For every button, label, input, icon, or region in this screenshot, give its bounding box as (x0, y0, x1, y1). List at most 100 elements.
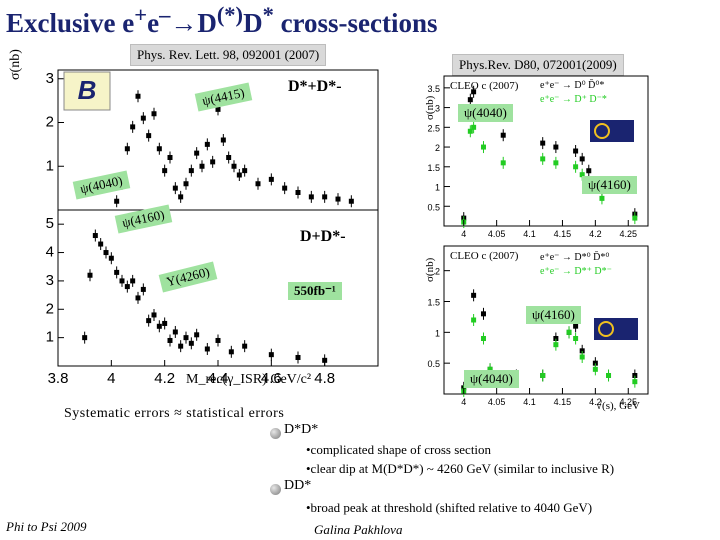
y-tick-label: 3 (435, 104, 440, 114)
bullet-d-dstar (270, 484, 281, 495)
title-d: D (243, 8, 263, 38)
y-tick-label: 1 (435, 183, 440, 193)
data-point (156, 323, 162, 329)
x-tick-label: 4.05 (488, 397, 506, 407)
title-sup-minus: – (159, 2, 171, 27)
data-point (151, 312, 157, 318)
data-point (295, 190, 301, 195)
data-point (467, 128, 473, 134)
y-tick-label: 2 (46, 114, 54, 131)
cleo-top-legend-b: e⁺e⁻ → D⁺ D⁻* (540, 94, 607, 105)
cleo-label-psi4160-top: ψ(4160) (582, 176, 637, 194)
data-point (471, 124, 477, 130)
cleo-bottom-legend-a: e⁺e⁻ → D*⁰ D̄*⁰ (540, 252, 610, 263)
data-point (194, 150, 200, 156)
data-point (480, 144, 486, 150)
cleo-bottom-y-axis-label: σ(nb) (424, 257, 436, 282)
data-point (348, 198, 354, 204)
data-point (167, 155, 173, 160)
data-point (124, 284, 130, 290)
cleo-top-points (461, 85, 638, 229)
data-point (194, 332, 200, 338)
title-tail: cross-sections (273, 8, 438, 38)
data-point (268, 352, 274, 358)
data-point (183, 335, 189, 341)
x-tick-label: 4 (107, 370, 115, 387)
cleo-bottom-title: CLEO c (2007) (450, 250, 519, 262)
bullet-dstar-dstar (270, 428, 281, 439)
cleo-bottom-yticks: 0.5 1 1.5 2 (427, 267, 450, 369)
y-tick-label: 2 (435, 267, 440, 277)
data-point (220, 137, 226, 143)
cleo-logo-bottom (594, 318, 638, 340)
data-point (322, 194, 328, 200)
data-point (156, 146, 162, 152)
data-point (540, 140, 546, 146)
data-point (255, 181, 261, 187)
data-point (183, 181, 189, 187)
systematic-note: Systematic errors ≈ statistical errors (64, 406, 285, 421)
data-point (632, 373, 638, 378)
data-point (335, 196, 341, 202)
belle-lower-points (82, 229, 328, 367)
cleo-logo-top (590, 120, 634, 142)
cleo-label-psi4160-bottom: ψ(4160) (526, 306, 581, 324)
data-point (471, 317, 477, 323)
cleo-top-chart: 0.5 1 1.5 2 2.5 3 3.5 4 4.05 4.1 4.15 4.2 4.25 (427, 75, 649, 239)
belle-x-axis-label: M_rec(γ_ISR) GeV/c² (186, 372, 312, 387)
y-tick-label: 2 (435, 143, 440, 153)
data-point (151, 111, 157, 117)
cleo-top-y-axis-label: σ(nb) (424, 95, 436, 120)
x-tick-label: 4.15 (554, 229, 572, 239)
data-point (573, 323, 579, 329)
data-point (114, 198, 120, 204)
data-point (553, 336, 559, 341)
data-point (282, 185, 288, 191)
dstar-dstar-point-2: •clear dip at M(D*D*) ~ 4260 GeV (simila… (306, 461, 615, 476)
data-point (130, 278, 136, 284)
data-point (135, 295, 141, 301)
y-tick-label: 0.5 (427, 202, 440, 212)
data-point (308, 194, 314, 200)
data-point (295, 354, 301, 360)
x-tick-label: 4.2 (154, 370, 175, 387)
cleo-top-legend-a: e⁺e⁻ → D⁰ D̄⁰* (540, 80, 605, 91)
y-tick-label: 1 (46, 157, 54, 174)
y-tick-label: 2 (46, 300, 54, 317)
label-dstar-dstar: D*+D*- (288, 78, 342, 95)
label-luminosity: 550fb⁻¹ (288, 282, 342, 300)
data-point (135, 93, 141, 99)
data-point (188, 168, 194, 174)
data-point (480, 336, 486, 341)
data-point (566, 329, 572, 335)
cleo-top-frame (443, 75, 649, 227)
x-tick-label: 4.4 (208, 370, 229, 387)
data-point (178, 194, 184, 200)
y-tick-label: 0.5 (427, 359, 440, 369)
data-point (162, 320, 168, 326)
cleo-top-xticks: 4 4.05 4.1 4.15 4.2 4.25 (461, 220, 637, 239)
data-point (210, 159, 216, 165)
cleo-bottom-frame (443, 245, 649, 395)
x-tick-label: 4.25 (619, 229, 637, 239)
data-point (140, 115, 146, 121)
y-tick-label: 3.5 (427, 84, 440, 94)
data-point (146, 318, 152, 324)
data-point (500, 160, 506, 166)
title-e: e (147, 8, 160, 38)
data-point (199, 163, 205, 169)
title-arrow: →D (170, 8, 217, 38)
data-point (140, 286, 146, 292)
data-point (579, 172, 585, 178)
x-tick-label: 4.8 (314, 370, 335, 387)
d-dstar-point-1: •broad peak at threshold (shifted relati… (306, 500, 593, 515)
x-tick-label: 4.15 (554, 397, 572, 407)
data-point (242, 168, 248, 174)
data-point (553, 144, 559, 150)
data-point (592, 366, 598, 372)
data-point (114, 269, 120, 275)
data-point (108, 255, 114, 261)
data-point (215, 106, 221, 112)
footer-conference: Phi to Psi 2009 (6, 519, 87, 534)
title-sup-star: * (262, 2, 274, 27)
